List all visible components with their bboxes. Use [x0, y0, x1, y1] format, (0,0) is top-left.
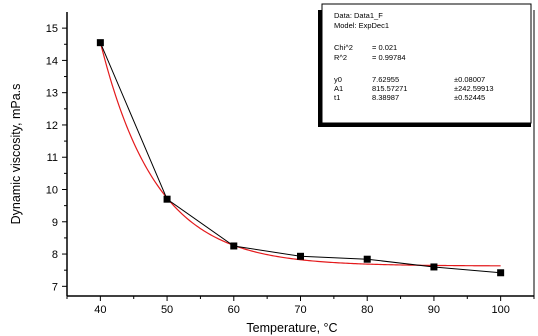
chi2-label: Chi^2: [334, 43, 353, 52]
fit-box-shadow-bottom: [318, 123, 531, 127]
r2-label: R^2: [334, 53, 347, 62]
y-tick-label-8: 8: [52, 249, 58, 261]
y-tick-label-12: 12: [46, 120, 58, 132]
data-point-80: [363, 255, 371, 263]
x-tick-label-60: 60: [228, 304, 240, 316]
data-point-40: [96, 39, 104, 47]
param-a1-name: A1: [334, 84, 343, 93]
y-tick-label-9: 9: [52, 217, 58, 229]
data-point-60: [230, 242, 238, 250]
x-tick-label-100: 100: [491, 304, 509, 316]
param-a1-error: ±242.59913: [454, 84, 494, 93]
r2-value: = 0.99784: [372, 53, 406, 62]
data-point-90: [430, 263, 438, 271]
fit-model-line: Model: ExpDec1: [334, 21, 389, 30]
y-tick-label-15: 15: [46, 23, 58, 35]
param-y0-name: y0: [334, 75, 342, 84]
y-axis-title: Dynamic viscosity, mPa.s: [9, 84, 23, 225]
fit-stats-box: Data: Data1_F Model: ExpDec1 Chi^2 = 0.0…: [318, 3, 532, 127]
data-layer: [96, 39, 505, 277]
y-tick-label-10: 10: [46, 185, 58, 197]
x-tick-label-40: 40: [94, 304, 106, 316]
fit-data-line: Data: Data1_F: [334, 11, 383, 20]
param-t1-name: t1: [334, 93, 340, 102]
param-y0-error: ±0.08007: [454, 75, 485, 84]
axis-ticks: 40 50 60 70 80 90 100 7 8 9 10 11 12 13 14 15: [46, 23, 535, 316]
x-tick-label-70: 70: [294, 304, 306, 316]
param-t1-value: 8.38987: [372, 93, 399, 102]
x-tick-label-90: 90: [428, 304, 440, 316]
data-point-50: [163, 195, 171, 203]
x-tick-label-80: 80: [361, 304, 373, 316]
chi2-value: = 0.021: [372, 43, 397, 52]
param-t1-error: ±0.52445: [454, 93, 485, 102]
x-axis-title: Temperature, °C: [246, 321, 337, 335]
data-point-100: [497, 269, 505, 277]
data-point-70: [297, 252, 304, 260]
y-tick-label-14: 14: [46, 55, 58, 67]
param-y0-value: 7.62955: [372, 75, 399, 84]
x-tick-label-50: 50: [161, 304, 173, 316]
fit-box-panel: [321, 3, 532, 124]
y-tick-label-7: 7: [52, 281, 58, 293]
y-tick-label-13: 13: [46, 88, 58, 100]
param-a1-value: 815.57271: [372, 84, 407, 93]
y-tick-label-11: 11: [47, 152, 58, 164]
fit-box-shadow-left: [318, 10, 322, 127]
